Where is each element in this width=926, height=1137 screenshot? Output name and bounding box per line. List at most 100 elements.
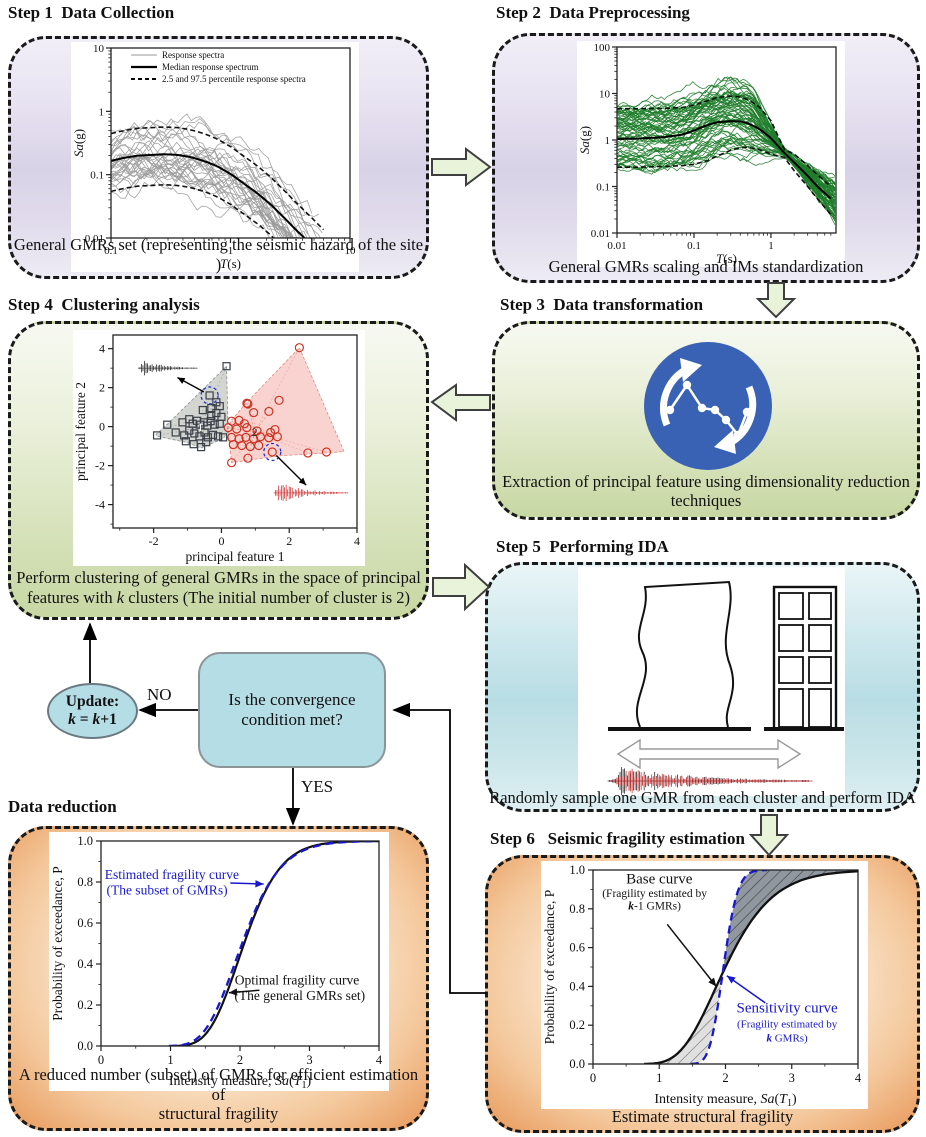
svg-text:-2: -2 — [149, 534, 159, 548]
svg-text:(Fragility estimated by: (Fragility estimated by — [602, 888, 707, 900]
svg-text:(The general GMRs set): (The general GMRs set) — [234, 988, 365, 1003]
svg-text:Sensitivity curve: Sensitivity curve — [736, 1001, 838, 1017]
update-label: Update: — [65, 693, 120, 711]
data-reduction-caption-line2: structural fragility — [158, 1103, 279, 1123]
step3-caption-line1: Extraction of principal feature using di… — [502, 471, 910, 491]
flow-arrow-step1-step2 — [431, 147, 492, 187]
step6-caption: Estimate structural fragility — [611, 1106, 794, 1126]
svg-text:2: 2 — [252, 425, 258, 439]
svg-text:4: 4 — [354, 534, 360, 548]
update-formula: k = k+1 — [68, 711, 117, 728]
step4-title: Step 4 Clustering analysis — [8, 295, 200, 314]
svg-text:10: 10 — [93, 43, 105, 55]
svg-text:Median response spectrum: Median response spectrum — [162, 62, 258, 72]
svg-text:(Fragility estimated by: (Fragility estimated by — [737, 1019, 838, 1031]
svg-text:0.2: 0.2 — [77, 998, 93, 1012]
svg-text:1: 1 — [167, 1053, 173, 1067]
no-label: NO — [147, 685, 172, 704]
flow-arrow-step5-step6 — [748, 814, 790, 857]
svg-text:-2: -2 — [95, 459, 105, 473]
flow-arrow-step3-step4 — [430, 383, 491, 422]
svg-text:1: 1 — [228, 245, 234, 257]
svg-text:1.0: 1.0 — [569, 863, 585, 877]
response-spectra-chart: 0.1 1 10 0.01 0.1 1 10 T(s) Sa(g) Response spectr… — [71, 42, 359, 272]
svg-text:Sa(g): Sa(g) — [577, 126, 592, 154]
step5-caption: Randomly sample one GMR from each cluste… — [489, 787, 916, 807]
svg-text:T(s): T(s) — [220, 256, 241, 271]
svg-text:principal feature 2: principal feature 2 — [73, 382, 88, 481]
step4-caption-line1: Perform clustering of general GMRs in th… — [16, 567, 421, 587]
svg-text:Response spectra: Response spectra — [162, 50, 224, 60]
svg-text:0: 0 — [218, 534, 224, 548]
data-reduction-caption-line1: A reduced number (subset) of GMRs for ef… — [18, 1065, 419, 1104]
step2-caption: General GMRs scaling and IMs standardiza… — [548, 256, 864, 276]
svg-text:0: 0 — [98, 1053, 104, 1067]
data-transformation-icon — [642, 340, 774, 472]
svg-text:0.01: 0.01 — [85, 233, 104, 245]
svg-text:0.1: 0.1 — [596, 182, 610, 194]
step1-caption: General GMRs set (representing the seism… — [13, 235, 424, 274]
svg-text:0.01: 0.01 — [607, 240, 626, 252]
svg-text:Base curve: Base curve — [626, 872, 693, 888]
step3-caption-line2: techniques — [670, 490, 742, 510]
fragility-comparison-chart: 0 1 2 3 4 0.0 0.2 0.4 0.6 0.8 1.0 Intensity measure… — [49, 832, 389, 1091]
ida-illustration — [578, 567, 845, 796]
data-reduction-panel: 0 1 2 3 4 0.0 0.2 0.4 0.6 0.8 1.0 Intensity measure… — [8, 826, 429, 1131]
svg-text:0.2: 0.2 — [569, 1018, 585, 1032]
svg-text:Intensity measure, Sa(T1): Intensity measure, Sa(T1) — [169, 1074, 312, 1091]
svg-text:0.1: 0.1 — [687, 240, 701, 252]
step3-panel: Extraction of principal feature using di… — [492, 321, 920, 520]
svg-text:0.01: 0.01 — [591, 228, 610, 240]
svg-text:3: 3 — [789, 1071, 795, 1085]
step1-panel: 0.1 1 10 0.01 0.1 1 10 T(s) Sa(g) Response spectr… — [8, 36, 429, 279]
step6-panel: 0 1 2 3 4 0.0 0.2 0.4 0.6 0.8 1.0 Intensity measure… — [485, 855, 920, 1133]
svg-text:k-1 GMRs): k-1 GMRs) — [628, 900, 681, 912]
svg-text:Probability of exceedance, P: Probability of exceedance, P — [542, 890, 557, 1044]
convergence-decision-box: Is the convergence condition met? — [198, 652, 386, 768]
svg-text:k GMRs): k GMRs) — [766, 1033, 808, 1045]
svg-text:Sa(g): Sa(g) — [71, 129, 86, 157]
step2-title: Step 2 Data Preprocessing — [496, 3, 690, 22]
scaled-spectra-chart: 0.01 0.1 1 0.01 0.1 1 10 100 T(s) Sa(g) — [577, 41, 845, 267]
svg-text:2.5 and 97.5 percentile respon: 2.5 and 97.5 percentile response spectra — [162, 74, 306, 84]
step5-title: Step 5 Performing IDA — [496, 537, 669, 556]
svg-text:10: 10 — [599, 89, 611, 101]
svg-text:principal feature 1: principal feature 1 — [186, 549, 285, 564]
svg-text:Probability of exceedance, P: Probability of exceedance, P — [50, 866, 65, 1020]
yes-label: YES — [301, 777, 334, 796]
svg-text:3: 3 — [306, 1053, 312, 1067]
svg-text:2: 2 — [286, 534, 292, 548]
svg-text:100: 100 — [594, 42, 611, 54]
step4-caption-line2: features with k clusters (The initial nu… — [26, 587, 411, 607]
clustering-scatter-chart: 1 2 -2 0 2 4 -4 -2 0 2 4 principal feature 1 princip… — [73, 330, 365, 566]
svg-text:4: 4 — [376, 1053, 383, 1067]
step5-panel: Randomly sample one GMR from each cluste… — [485, 562, 920, 812]
fragility-sensitivity-chart: 0 1 2 3 4 0.0 0.2 0.4 0.6 0.8 1.0 Intensity measure… — [541, 861, 868, 1109]
svg-text:2: 2 — [99, 381, 105, 395]
svg-text:0: 0 — [99, 420, 105, 434]
svg-text:0.4: 0.4 — [77, 957, 93, 971]
svg-text:4: 4 — [855, 1071, 862, 1085]
svg-text:2: 2 — [237, 1053, 243, 1067]
update-k-node: Update: k = k+1 — [47, 683, 138, 739]
svg-text:1.0: 1.0 — [77, 834, 93, 848]
svg-text:-4: -4 — [95, 498, 105, 512]
svg-text:0.1: 0.1 — [90, 170, 104, 182]
svg-text:0.1: 0.1 — [104, 245, 118, 257]
svg-text:T(s): T(s) — [716, 251, 737, 266]
svg-text:4: 4 — [99, 342, 105, 356]
svg-text:0.6: 0.6 — [569, 941, 585, 955]
svg-text:0.6: 0.6 — [77, 916, 93, 930]
svg-text:1: 1 — [197, 420, 203, 434]
svg-text:0.4: 0.4 — [569, 979, 585, 993]
svg-text:2: 2 — [722, 1071, 728, 1085]
step4-panel: 1 2 -2 0 2 4 -4 -2 0 2 4 principal feature 1 princip… — [8, 321, 429, 620]
svg-text:0.8: 0.8 — [569, 902, 585, 916]
svg-text:Optimal fragility curve: Optimal fragility curve — [235, 973, 359, 988]
step3-title: Step 3 Data transformation — [500, 295, 704, 314]
data-reduction-title: Data reduction — [8, 797, 117, 816]
flow-arrow-step4-step5 — [432, 562, 491, 612]
svg-text:1: 1 — [605, 135, 611, 147]
step2-panel: 0.01 0.1 1 0.01 0.1 1 10 100 T(s) Sa(g) General G… — [492, 33, 920, 283]
